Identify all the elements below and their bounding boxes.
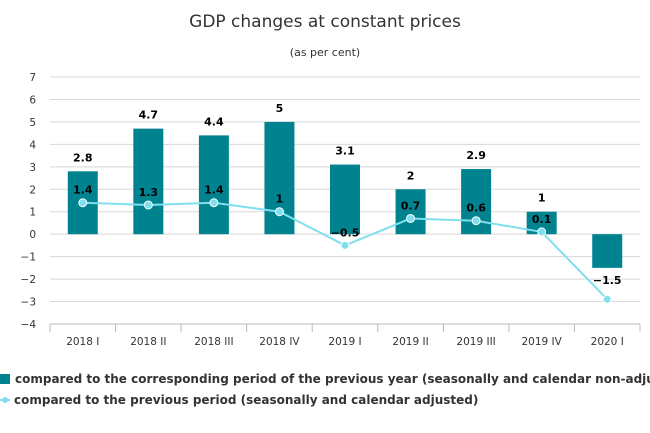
x-tick-label: 2018 III bbox=[194, 336, 233, 348]
bar-data-label: 4.7 bbox=[139, 109, 159, 122]
line-series bbox=[78, 198, 612, 304]
y-tick-label: −4 bbox=[21, 319, 37, 331]
bar bbox=[198, 135, 229, 235]
x-tick-label: 2019 II bbox=[392, 336, 428, 348]
line-point bbox=[143, 200, 153, 210]
line-point bbox=[471, 216, 481, 226]
bar bbox=[133, 128, 164, 235]
x-axis: 2018 I 2018 II 2018 III 2018 IV 2019 I 2019 I… bbox=[49, 323, 641, 348]
legend-line-swatch bbox=[0, 397, 10, 403]
y-tick-label: −2 bbox=[21, 274, 36, 286]
line-point bbox=[274, 207, 284, 217]
bar bbox=[330, 164, 360, 235]
line-data-label: 0.6 bbox=[466, 202, 486, 215]
chart-subtitle: (as per cent) bbox=[290, 46, 360, 59]
bar-data-label: 2 bbox=[407, 169, 415, 182]
bar-data-label: 2.9 bbox=[466, 149, 486, 162]
bar-data-label: 1 bbox=[538, 192, 546, 205]
x-tick-label: 2020 I bbox=[591, 336, 624, 348]
x-tick-label: 2019 III bbox=[456, 336, 495, 348]
line-point bbox=[209, 198, 219, 208]
y-tick-label: 3 bbox=[29, 162, 36, 174]
legend-item-bar[interactable]: compared to the corresponding period of … bbox=[0, 372, 650, 386]
y-tick-label: −3 bbox=[21, 297, 36, 309]
line-point bbox=[537, 227, 547, 237]
y-tick-label: −1 bbox=[21, 252, 36, 264]
data-labels: 2.8 4.7 4.4 5 3.1 2 2.9 1 −1.5 1.4 1.3 1.4 1 −0.5 0.7 0… bbox=[73, 102, 622, 287]
bar bbox=[592, 234, 623, 268]
bar-data-label: 3.1 bbox=[335, 145, 355, 158]
bar-data-label: −1.5 bbox=[593, 274, 622, 287]
line-point bbox=[602, 294, 612, 304]
legend-bar-swatch bbox=[0, 374, 10, 384]
x-tick-label: 2019 I bbox=[328, 336, 361, 348]
bar bbox=[395, 189, 426, 235]
y-tick-label: 7 bbox=[29, 72, 36, 84]
bar bbox=[526, 211, 557, 235]
y-tick-label: 4 bbox=[29, 139, 36, 151]
line-data-label: 1 bbox=[276, 193, 284, 206]
chart-title: GDP changes at constant prices bbox=[189, 12, 461, 32]
line-point bbox=[78, 198, 88, 208]
x-tick-label: 2018 I bbox=[66, 336, 99, 348]
y-tick-label: 1 bbox=[29, 207, 36, 219]
line-point bbox=[406, 213, 416, 223]
line-data-label: −0.5 bbox=[331, 226, 360, 239]
line-data-label: 1.4 bbox=[204, 184, 224, 197]
y-tick-label: 2 bbox=[29, 184, 36, 196]
line-data-label: 0.7 bbox=[401, 199, 421, 212]
y-tick-label: 5 bbox=[29, 117, 36, 129]
legend-line-label: compared to the previous period (seasona… bbox=[14, 393, 479, 407]
y-axis-ticks: −4 −3 −2 −1 0 1 2 3 4 5 6 7 bbox=[21, 72, 37, 331]
line-data-label: 1.3 bbox=[139, 186, 159, 199]
line-point bbox=[340, 240, 350, 250]
x-tick-label: 2018 II bbox=[130, 336, 166, 348]
y-tick-label: 6 bbox=[29, 94, 36, 106]
bar-data-label: 5 bbox=[276, 102, 284, 115]
x-tick-label: 2018 IV bbox=[259, 336, 300, 348]
line-data-label: 0.1 bbox=[532, 213, 552, 226]
y-tick-label: 0 bbox=[29, 229, 36, 241]
line-data-label: 1.4 bbox=[73, 184, 93, 197]
bar-data-label: 2.8 bbox=[73, 151, 93, 164]
bar-data-label: 4.4 bbox=[204, 115, 224, 128]
legend-item-line[interactable]: compared to the previous period (seasona… bbox=[0, 393, 650, 407]
x-tick-label: 2019 IV bbox=[521, 336, 562, 348]
legend-bar-label: compared to the corresponding period of … bbox=[15, 372, 650, 386]
